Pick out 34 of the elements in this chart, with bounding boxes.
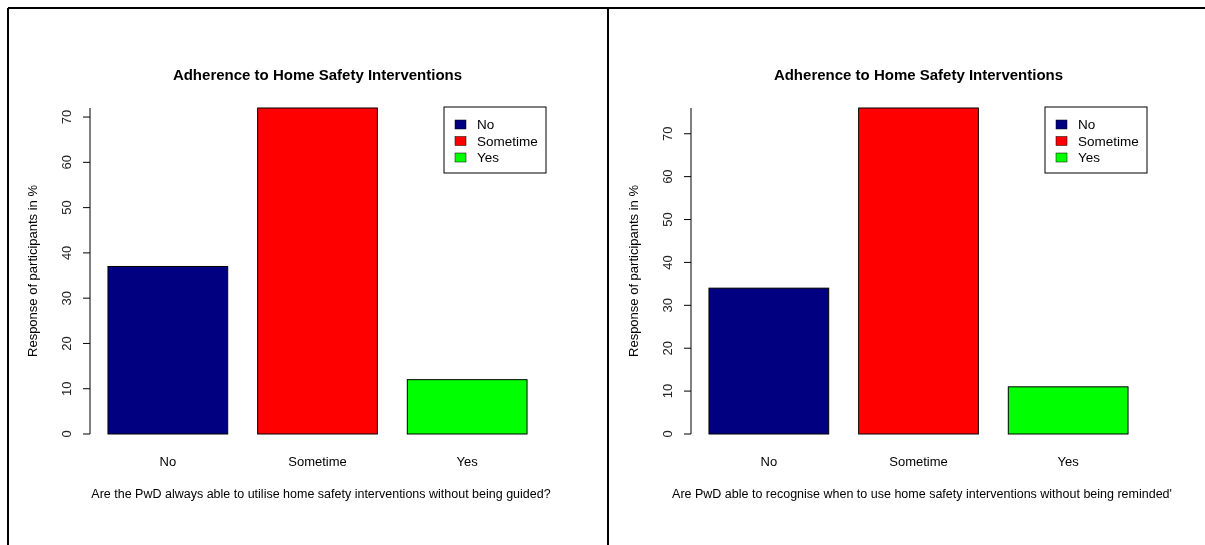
x-tick-label: Yes <box>1057 454 1080 469</box>
chart-title: Adherence to Home Safety Interventions <box>172 66 463 83</box>
x-tick-label: Sometime <box>889 454 948 469</box>
x-axis-title: Are the PwD always able to utilise home safety interventions without being guided? <box>91 487 551 501</box>
chart-title: Adherence to Home Safety Interventions <box>773 66 1064 83</box>
x-tick-label: Sometime <box>288 454 347 469</box>
legend-label: Yes <box>1078 150 1101 165</box>
y-tick-label: 0 <box>59 430 74 438</box>
y-tick-label: 70 <box>660 126 675 141</box>
y-tick-label: 50 <box>59 200 74 215</box>
y-tick-label: 30 <box>660 298 675 313</box>
y-tick-label: 20 <box>59 336 74 351</box>
x-axis-title: Are PwD able to recognise when to use home safety interventions without being reminded' <box>672 487 1172 501</box>
x-tick-label: No <box>760 454 778 469</box>
y-tick-label: 10 <box>660 383 675 399</box>
y-tick-label: 70 <box>59 109 74 125</box>
y-tick-label: 60 <box>660 169 675 184</box>
y-tick-label: 40 <box>59 245 74 261</box>
legend-label: Sometime <box>477 133 538 149</box>
x-tick-label: No <box>159 454 177 469</box>
legend-label: Sometime <box>1078 133 1139 149</box>
y-tick-label: 20 <box>660 340 675 356</box>
x-tick-label: Yes <box>456 454 479 469</box>
legend-label: No <box>1078 117 1096 132</box>
y-tick-label: 30 <box>59 290 74 306</box>
y-axis-title: Response of participants in % <box>25 184 40 357</box>
legend-label: No <box>477 117 495 132</box>
y-tick-label: 60 <box>59 155 74 170</box>
y-tick-label: 50 <box>660 212 675 227</box>
y-tick-label: 40 <box>660 255 675 270</box>
y-axis-title: Response of participants in % <box>626 184 641 357</box>
y-tick-label: 10 <box>59 381 74 396</box>
legend-label: Yes <box>477 150 500 165</box>
y-tick-label: 0 <box>660 430 675 438</box>
